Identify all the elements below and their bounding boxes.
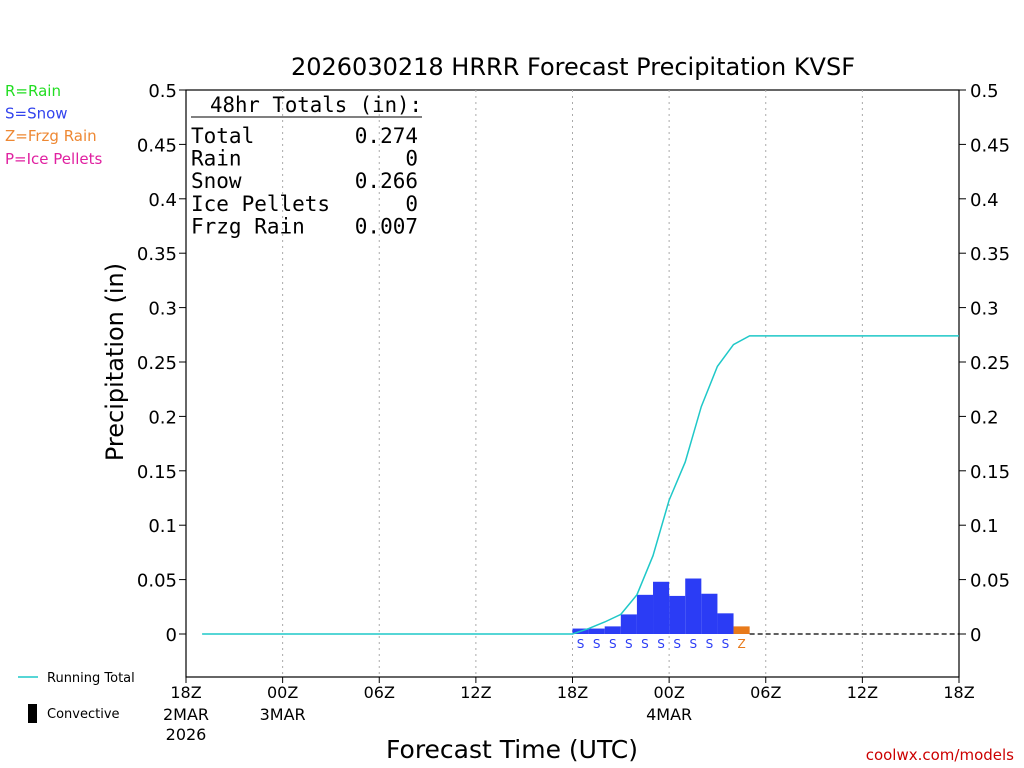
totals-box: 48hr Totals (in): Total 0.274 Rain 0 Snow 0.2… [191,93,422,238]
precip-type-marker: S [577,637,585,651]
y-axis-ticks: 0.5 0.5 0.45 0.45 0.4 0.4 0.35 0.35 0.3 0.3 0.25 0.… [137,81,1010,646]
y-tick-label-right: 0.3 [970,299,999,320]
totals-row-value: 0 [405,147,418,171]
x-tick-label: 00Z [653,683,684,702]
y-tick-label-right: 0.45 [970,135,1010,156]
totals-row-label: Snow [191,169,242,193]
precip-bar [604,626,621,634]
x-tick-label: 18Z [557,683,588,702]
y-tick-label-right: 0.4 [970,190,999,211]
y-tick-label-right: 0.25 [970,353,1010,374]
precip-type-legend-item: P=Ice Pellets [5,150,102,168]
x-tick-date-label: 2MAR [163,705,209,724]
precip-type-legend-item: R=Rain [5,82,61,100]
y-tick-label-left: 0 [166,625,177,646]
precip-bar [669,595,686,634]
convective-legend-label: Convective [47,707,120,722]
y-tick-label-left: 0.25 [137,353,177,374]
x-tick-label: 12Z [847,683,878,702]
precip-type-marker: S [706,637,714,651]
totals-row-value: 0 [405,192,418,216]
precip-type-marker: S [625,637,633,651]
precip-type-marker: S [593,637,601,651]
y-tick-label-right: 0 [970,625,981,646]
precip-type-marker: S [722,637,730,651]
totals-row-label: Total [191,124,254,148]
running-total-series [202,335,959,635]
running-total-line [202,335,959,635]
x-tick-label: 12Z [460,683,491,702]
precip-bar [701,593,718,634]
x-tick-label: 18Z [943,683,974,702]
totals-row-value: 0.007 [355,214,418,238]
x-tick-label: 00Z [267,683,298,702]
totals-row-label: Frzg Rain [191,214,305,238]
x-tick-year-label: 2026 [166,725,207,744]
grid-lines [282,90,863,677]
y-tick-label-right: 0.05 [970,571,1010,592]
precip-type-legend-item: S=Snow [5,105,68,123]
precip-type-marker: S [657,637,665,651]
precip-bar [685,578,702,634]
precip-type-legend: R=Rain S=Snow Z=Frzg Rain P=Ice Pellets [5,82,102,168]
precip-type-marker: S [689,637,697,651]
totals-row-label: Ice Pellets [191,192,330,216]
precip-bar [717,613,734,634]
y-tick-label-left: 0.45 [137,135,177,156]
precip-bar [588,628,605,634]
precip-type-legend-item: Z=Frzg Rain [5,127,97,145]
y-tick-label-left: 0.35 [137,244,177,265]
y-tick-label-left: 0.3 [148,299,177,320]
convective-swatch [28,704,37,723]
running-total-legend-label: Running Total [47,671,135,686]
precip-type-marker: Z [737,637,745,651]
precip-bar [636,594,654,634]
y-tick-label-left: 0.2 [148,407,177,428]
y-tick-label-right: 0.1 [970,516,999,537]
y-tick-label-right: 0.15 [970,462,1010,483]
y-tick-label-left: 0.1 [148,516,177,537]
y-tick-label-left: 0.4 [148,190,177,211]
precip-bar [620,614,637,634]
totals-row-label: Rain [191,147,242,171]
totals-row-value: 0.266 [355,169,418,193]
x-tick-date-label: 3MAR [260,705,306,724]
precip-bar [653,581,670,634]
precip-type-marker: S [673,637,681,651]
totals-row-value: 0.274 [355,124,418,148]
x-tick-label: 06Z [364,683,395,702]
y-tick-label-right: 0.35 [970,244,1010,265]
precip-bar [733,626,750,634]
totals-header: 48hr Totals (in): [210,93,422,117]
chart-title: 2026030218 HRRR Forecast Precipitation K… [291,53,855,81]
precip-type-marker: S [641,637,649,651]
y-tick-label-left: 0.5 [148,81,177,102]
y-axis-label: Precipitation (in) [101,263,129,461]
y-tick-label-left: 0.15 [137,462,177,483]
x-tick-date-label: 4MAR [646,705,692,724]
y-tick-label-left: 0.05 [137,571,177,592]
precip-type-marker: S [609,637,617,651]
x-axis-label: Forecast Time (UTC) [386,735,638,764]
credit-text[interactable]: coolwx.com/models [866,746,1014,764]
x-tick-label: 06Z [750,683,781,702]
x-tick-label: 18Z [170,683,201,702]
y-tick-label-right: 0.5 [970,81,999,102]
y-tick-label-right: 0.2 [970,407,999,428]
series-legend: Running Total Convective [18,671,135,723]
